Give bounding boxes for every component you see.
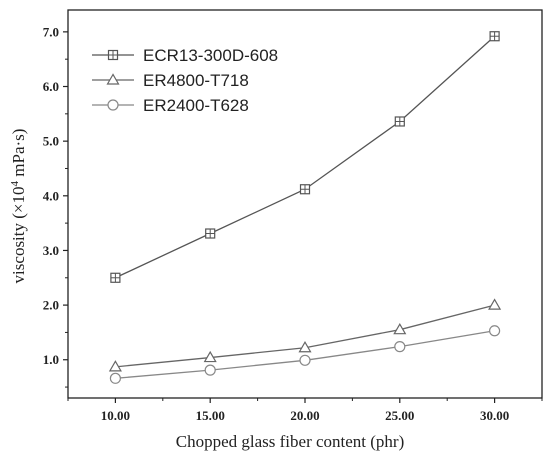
legend-item: ECR13-300D-608 — [92, 46, 278, 65]
y-tick-label: 3.0 — [43, 243, 59, 258]
y-axis-title: viscosity (×104 mPa·s) — [9, 129, 28, 284]
legend-item: ER4800-T718 — [92, 71, 249, 90]
legend-label: ECR13-300D-608 — [143, 46, 278, 65]
data-point — [488, 298, 502, 310]
legend-marker — [106, 73, 120, 85]
data-point — [204, 364, 216, 376]
plot-area: 10.00 15.00 20.00 25.00 30.00 1.0 2.0 3.0 4.0 5.0… — [43, 9, 543, 423]
y-axis-title-main: viscosity (×10 — [9, 186, 28, 283]
legend-label: ER4800-T718 — [143, 71, 249, 90]
series-line — [115, 330, 495, 379]
y-tick-label: 6.0 — [43, 79, 59, 94]
data-point — [489, 325, 501, 337]
plot-frame — [67, 9, 543, 399]
x-tick-label: 30.00 — [480, 408, 509, 423]
y-axis-title-unit: mPa·s) — [9, 129, 28, 181]
series-0 — [110, 31, 500, 283]
y-tick-label: 4.0 — [43, 188, 59, 203]
legend-item: ER2400-T628 — [92, 96, 249, 115]
y-axis-title-exponent: 4 — [9, 180, 21, 186]
legend: ECR13-300D-608 ER4800-T718 ER2400-T628 — [92, 46, 278, 115]
y-tick-label: 7.0 — [43, 24, 59, 39]
legend-marker — [107, 99, 119, 111]
data-point — [299, 354, 311, 366]
y-tick-label: 5.0 — [43, 134, 59, 149]
x-tick-label: 15.00 — [196, 408, 225, 423]
x-tick-label: 10.00 — [101, 408, 130, 423]
data-point — [394, 341, 406, 353]
data-point — [203, 350, 217, 363]
x-tick-label: 25.00 — [385, 408, 414, 423]
series-1 — [108, 298, 502, 372]
data-point — [298, 341, 312, 353]
y-tick-label: 2.0 — [43, 298, 59, 313]
x-tick-label: 20.00 — [290, 408, 319, 423]
x-axis-title: Chopped glass fiber content (phr) — [176, 432, 405, 451]
y-tick-label: 1.0 — [43, 352, 59, 367]
data-point — [109, 372, 122, 384]
data-point — [393, 322, 407, 335]
legend-label: ER2400-T628 — [143, 96, 249, 115]
data-point — [108, 360, 122, 372]
series-2 — [109, 325, 501, 384]
